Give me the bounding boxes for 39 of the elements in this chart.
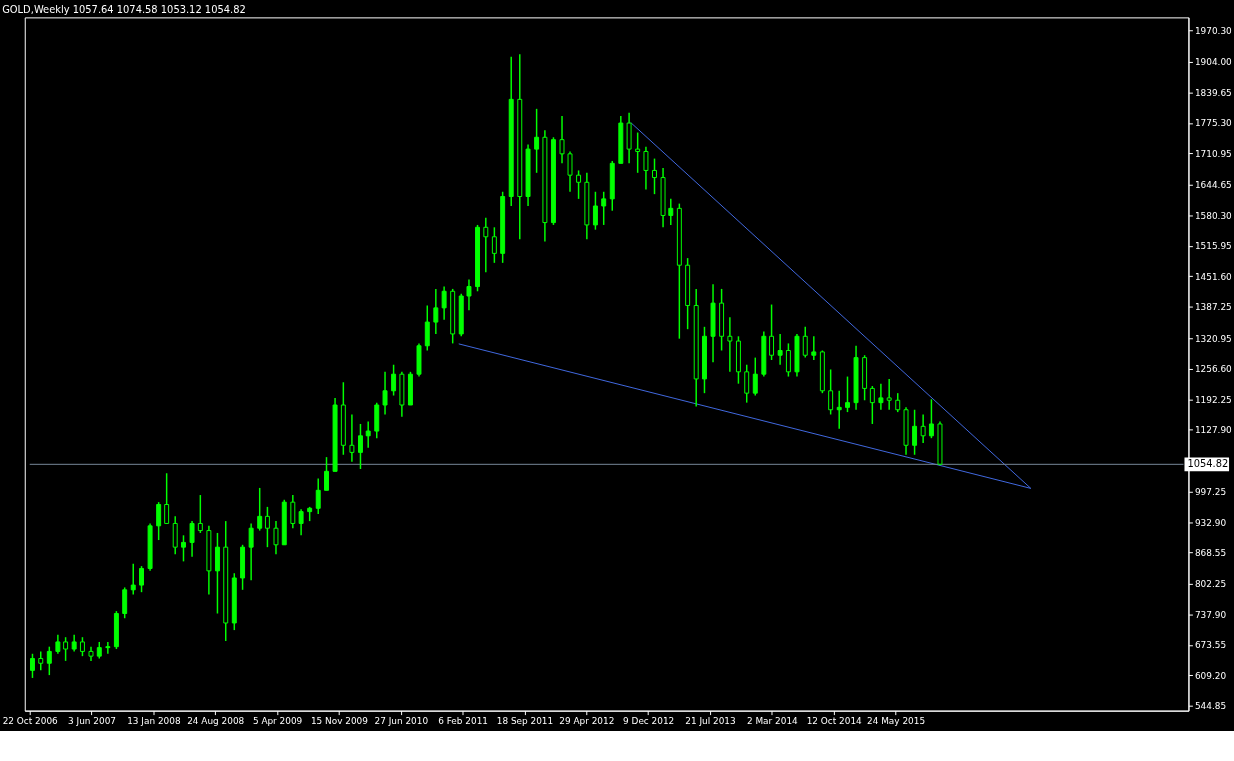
x-tick-label: 24 Aug 2008 (187, 716, 245, 727)
y-tick-label: 1775.30 (1194, 118, 1233, 129)
x-tick-label: 24 May 2015 (866, 716, 926, 727)
x-tick-label: 21 Jul 2013 (685, 716, 736, 727)
x-tick-label: 27 Jun 2010 (374, 716, 429, 727)
y-tick-label: 737.90 (1194, 609, 1227, 620)
y-tick-label: 1970.30 (1194, 25, 1233, 36)
x-tick-label: 5 Apr 2009 (252, 716, 303, 727)
y-tick-label: 609.20 (1194, 670, 1227, 681)
y-tick-label: 673.55 (1194, 640, 1227, 651)
y-tick-label: 1451.60 (1194, 271, 1233, 282)
y-tick-label: 1256.60 (1194, 364, 1233, 375)
x-tick-label: 12 Oct 2014 (806, 716, 863, 727)
chart-title: GOLD,Weekly 1057.64 1074.58 1053.12 1054.82 (2, 4, 246, 16)
ref-line-label: 1054.82 (1187, 458, 1229, 470)
y-tick-label: 932.90 (1194, 517, 1227, 528)
y-tick-label: 1515.95 (1194, 241, 1232, 252)
x-tick-label: 2 Mar 2014 (746, 716, 799, 727)
y-tick-label: 1710.95 (1194, 148, 1232, 159)
y-tick-label: 1580.30 (1194, 210, 1233, 221)
y-tick-label: 1387.25 (1194, 302, 1232, 313)
x-tick-label: 6 Feb 2011 (438, 716, 488, 727)
x-tick-label: 22 Oct 2006 (2, 716, 59, 727)
y-tick-label: 997.25 (1194, 487, 1227, 498)
y-tick-label: 1904.00 (1194, 57, 1233, 68)
y-tick-label: 1839.65 (1194, 87, 1232, 98)
y-tick-label: 868.55 (1194, 548, 1227, 559)
y-tick-label: 1320.95 (1194, 333, 1232, 344)
x-tick-label: 18 Sep 2011 (496, 716, 554, 727)
y-tick-label: 1644.65 (1194, 180, 1232, 191)
y-tick-label: 1127.90 (1194, 425, 1233, 436)
x-tick-label: 15 Nov 2009 (310, 716, 369, 727)
y-tick-label: 1192.25 (1194, 394, 1232, 405)
x-tick-label: 3 Jun 2007 (68, 716, 117, 727)
x-tick-label: 13 Jan 2008 (127, 716, 181, 727)
y-tick-label: 544.85 (1194, 701, 1227, 712)
y-tick-label: 802.25 (1194, 579, 1227, 590)
x-tick-label: 9 Dec 2012 (623, 716, 675, 727)
x-tick-label: 29 Apr 2012 (559, 716, 615, 727)
